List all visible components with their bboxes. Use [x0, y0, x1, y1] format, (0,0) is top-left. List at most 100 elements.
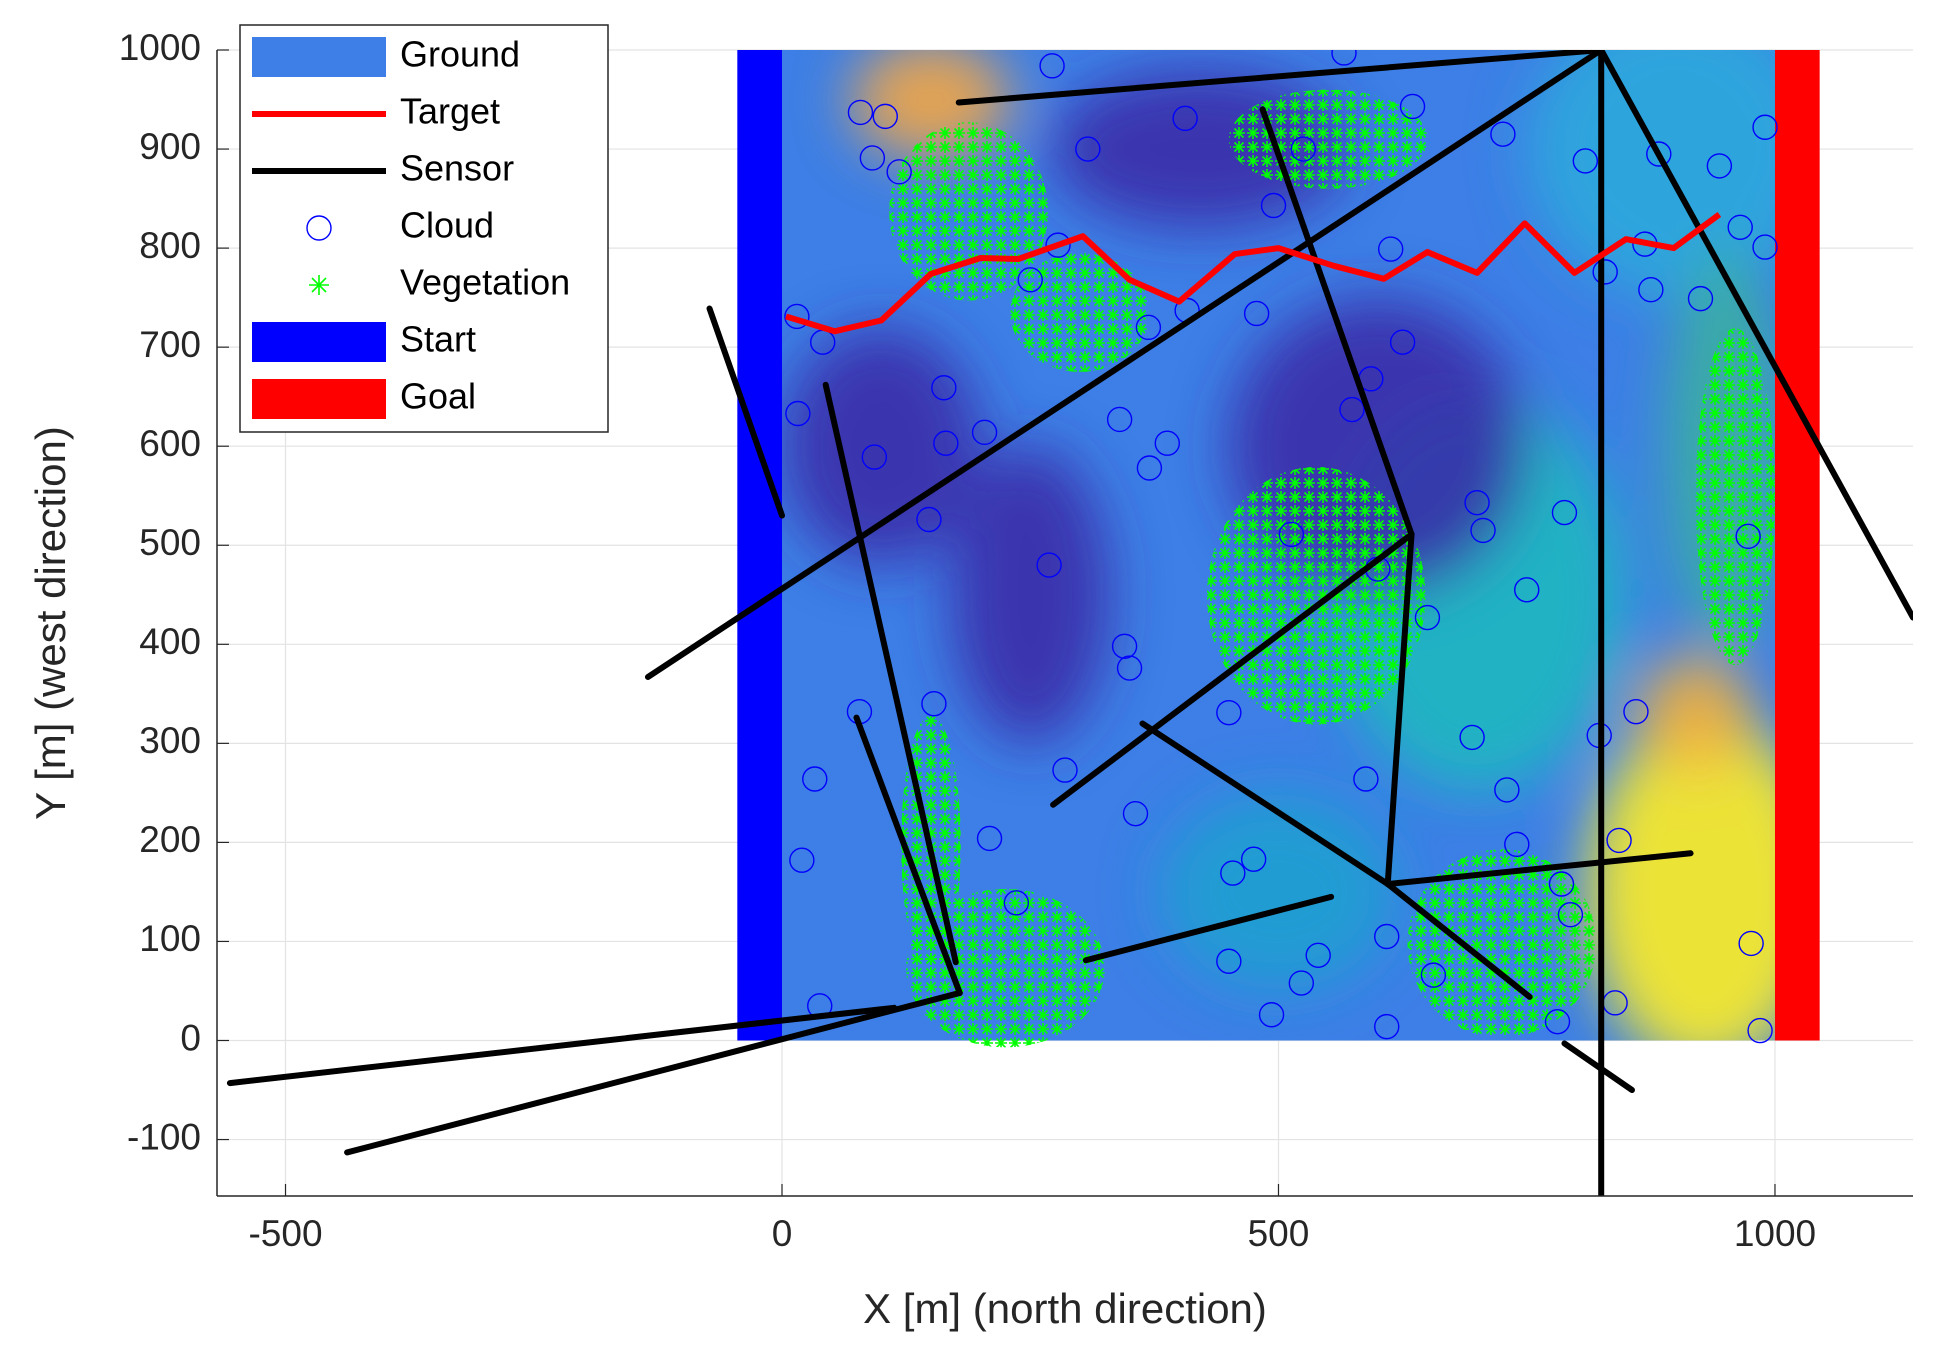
cloud [916, 506, 942, 533]
cloud [971, 419, 998, 446]
y-tick-label: 600 [139, 423, 201, 464]
x-tick-label: 0 [772, 1213, 793, 1254]
cloud [789, 847, 815, 873]
cloud [1606, 827, 1632, 854]
legend-swatch [252, 37, 386, 77]
cloud [1706, 153, 1733, 179]
cloud [1747, 1017, 1773, 1044]
cloud [1039, 53, 1065, 79]
cloud [1494, 777, 1520, 803]
cloud [1646, 141, 1672, 167]
cloud [1572, 148, 1599, 174]
legend-label: Start [400, 319, 476, 360]
cloud [1136, 455, 1163, 481]
cloud [1288, 970, 1315, 996]
cloud [1389, 329, 1416, 355]
legend-swatch [252, 322, 386, 362]
cloud [1551, 499, 1578, 526]
cloud [1414, 604, 1441, 631]
cloud [1278, 521, 1305, 548]
cloud [1544, 1008, 1571, 1035]
cloud [1374, 923, 1400, 950]
heat-patch [950, 446, 1110, 744]
legend-label: Sensor [400, 148, 514, 189]
legend-label: Goal [400, 376, 476, 417]
legend-box [239, 24, 609, 433]
cloud [1154, 430, 1180, 456]
area [737, 50, 783, 1041]
cloud [1353, 766, 1379, 792]
cloud [859, 145, 886, 171]
cloud [1045, 232, 1071, 258]
y-tick-label: 500 [139, 522, 201, 563]
sensor-line [1050, 531, 1415, 808]
cloud [1514, 577, 1540, 603]
cloud [1727, 214, 1753, 240]
sensor-line [955, 50, 1605, 106]
cloud [1638, 276, 1664, 303]
cloud [1504, 831, 1530, 858]
sensor-line [1384, 531, 1415, 887]
x-tick-label: 1000 [1734, 1213, 1816, 1254]
cloud [1106, 406, 1133, 433]
cloud [1216, 948, 1242, 974]
heat-patch [1586, 713, 1775, 1041]
sensor-line [1082, 893, 1335, 964]
vegetation [1695, 328, 1775, 666]
heat-patch [1635, 654, 1756, 774]
cloud [872, 103, 898, 130]
heat-patch [782, 327, 981, 566]
sensor-line [822, 381, 959, 966]
vegetation [906, 888, 1105, 1048]
cloud [1752, 234, 1778, 260]
sensor-line [1384, 880, 1533, 1000]
cloud [1122, 800, 1149, 827]
y-tick-label: 1000 [119, 27, 201, 68]
cloud [1557, 902, 1584, 928]
legend-swatch [306, 215, 332, 241]
vegetation [1228, 89, 1428, 189]
target-path [785, 212, 1722, 335]
sensor-line [226, 1004, 898, 1087]
vegetation [1407, 849, 1597, 1038]
cloud [1623, 698, 1649, 725]
vegetation [1206, 466, 1426, 725]
cloud [784, 303, 810, 330]
cloud [1003, 890, 1030, 916]
legend-label: Cloud [400, 205, 494, 246]
y-tick-label: 0 [180, 1017, 201, 1058]
heat-field [782, 50, 1775, 1041]
cloud [1592, 259, 1618, 285]
cloud [886, 159, 912, 185]
y-tick-label: -100 [127, 1116, 201, 1157]
legend-label: Target [400, 91, 500, 132]
y-tick-label: 200 [139, 819, 201, 860]
cloud [1548, 871, 1575, 897]
cloud [1290, 136, 1317, 162]
cloud [1305, 942, 1331, 969]
cloud [1220, 860, 1246, 886]
y-tick-label: 900 [139, 126, 201, 167]
cloud [1470, 517, 1496, 544]
vegetation [889, 122, 1049, 301]
cloud [1216, 699, 1242, 726]
legend: Ground Target Sensor Cloud Vegetation Start Go… [239, 24, 609, 433]
axes: -500 0 500 1000 -100 0 100 200 300 400 500 600 700 80… [119, 27, 1913, 1254]
cloud [1687, 285, 1714, 312]
cloud [1464, 489, 1490, 516]
plot-area [226, 50, 1913, 1196]
cloud [1339, 396, 1365, 423]
sensor-line [853, 714, 963, 996]
heat-blur [782, 50, 1775, 1041]
cloud [1075, 136, 1101, 162]
cloud [1243, 300, 1270, 327]
legend-swatch [309, 275, 329, 295]
cloud [861, 444, 888, 470]
cloud [785, 400, 811, 427]
sensor-line [344, 989, 963, 1156]
cloud [1420, 962, 1447, 988]
cloud [921, 691, 947, 717]
sensor-line [1384, 850, 1694, 887]
